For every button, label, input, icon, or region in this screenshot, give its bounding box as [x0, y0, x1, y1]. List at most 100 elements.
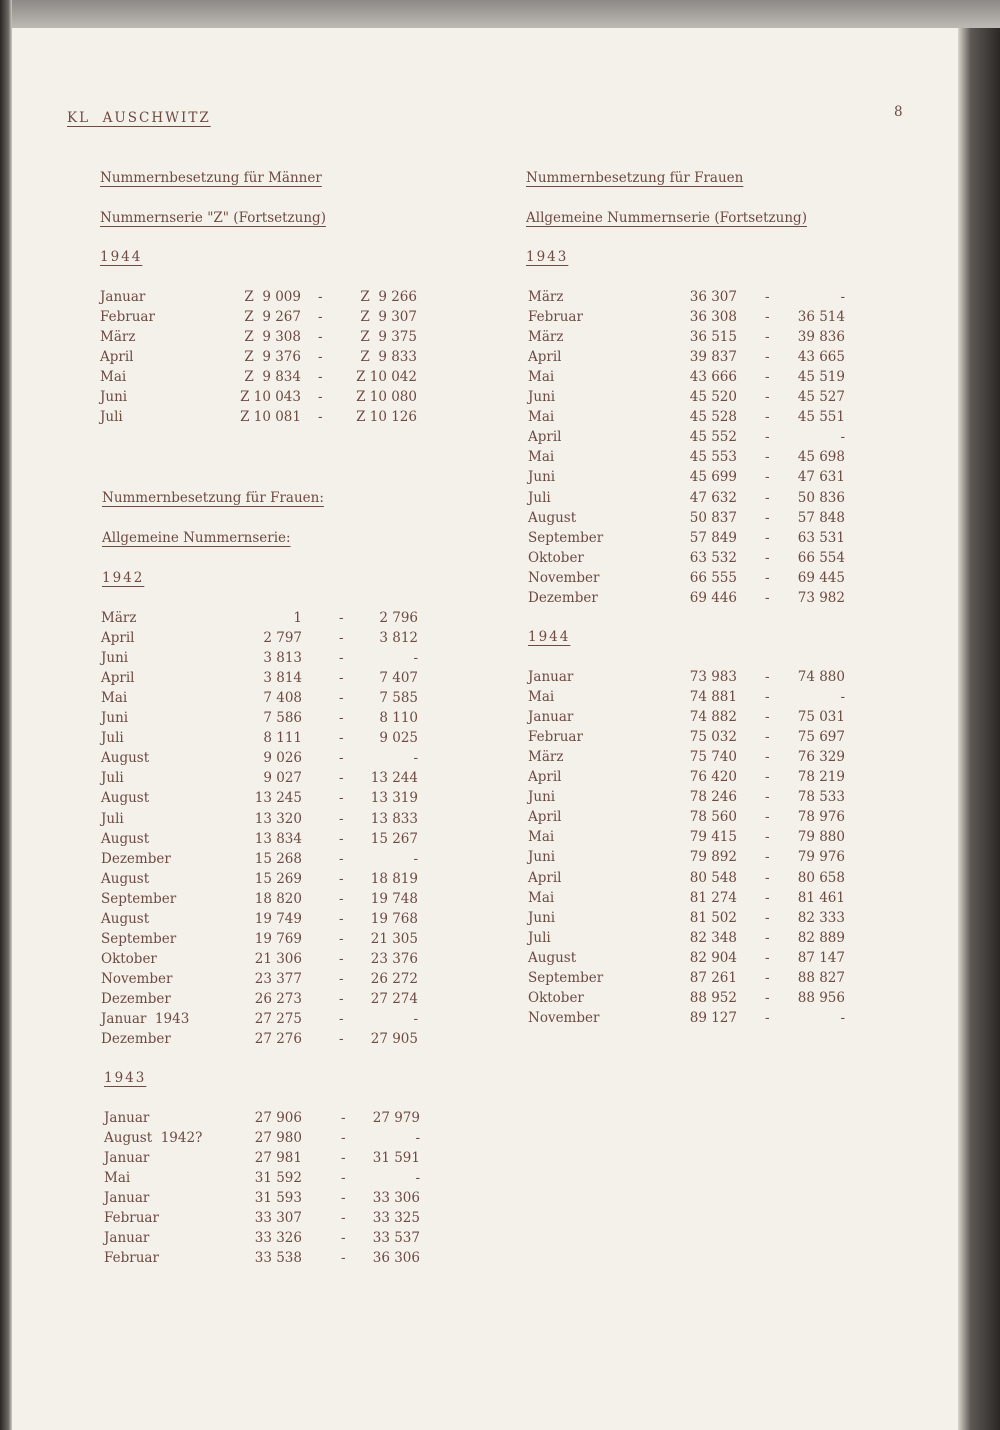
row-month: Juni — [528, 389, 556, 406]
row-to-number: 7 585 — [379, 690, 418, 707]
row-month: August — [101, 790, 150, 807]
row-to-number: Z 9 833 — [360, 349, 417, 366]
row-dash: - — [339, 970, 344, 987]
row-from-number: Z 10 043 — [240, 389, 301, 406]
row-to-number: 63 531 — [797, 529, 845, 546]
row-dash: - — [765, 329, 770, 346]
row-from-number: 73 983 — [689, 669, 737, 685]
row-dash: - — [339, 730, 344, 747]
row-to-number: 26 272 — [370, 970, 418, 987]
row-to-number: 78 533 — [797, 789, 845, 806]
row-from-number: 21 306 — [254, 950, 302, 967]
row-dash: - — [318, 369, 323, 386]
row-to-number: 13 319 — [370, 790, 418, 807]
row-month: September — [101, 890, 177, 907]
row-to-number: 8 110 — [379, 710, 418, 727]
row-month: August — [101, 830, 150, 847]
row-from-number: 3 813 — [263, 650, 302, 667]
row-to-number: 23 376 — [370, 950, 418, 967]
row-to-number: 33 306 — [372, 1190, 420, 1207]
row-to-number: - — [415, 1130, 420, 1147]
row-to-number: 57 848 — [797, 509, 845, 526]
row-dash: - — [318, 329, 323, 346]
row-dash: - — [765, 709, 770, 726]
row-month: Juni — [528, 789, 556, 806]
row-month: Mai — [101, 690, 128, 707]
row-dash: - — [341, 1210, 346, 1227]
row-month: Dezember — [101, 990, 171, 1007]
row-dash: - — [765, 489, 770, 506]
row-from-number: 75 740 — [689, 749, 737, 766]
row-from-number: 47 632 — [689, 489, 737, 506]
row-dash: - — [765, 669, 770, 685]
row-dash: - — [765, 369, 770, 386]
row-month: Dezember — [101, 1031, 171, 1048]
row-month: November — [528, 1009, 600, 1026]
row-dash: - — [765, 529, 770, 546]
row-from-number: 50 837 — [689, 509, 737, 526]
row-month: August 1942? — [104, 1130, 203, 1147]
row-to-number: - — [413, 750, 418, 767]
row-month: April — [528, 809, 562, 826]
scan-binding-edge — [0, 0, 12, 1430]
row-month: September — [528, 969, 604, 986]
row-from-number: Z 10 081 — [240, 409, 301, 426]
document-title: KL AUSCHWITZ — [67, 110, 211, 126]
row-from-number: 69 446 — [689, 589, 737, 606]
row-to-number: - — [413, 850, 418, 867]
row-month: Oktober — [101, 950, 157, 967]
row-month: Januar — [104, 1110, 150, 1126]
row-month: Dezember — [101, 850, 171, 867]
row-dash: - — [765, 589, 770, 606]
row-to-number: 80 658 — [797, 869, 845, 886]
row-month: Mai — [104, 1170, 131, 1187]
row-dash: - — [765, 309, 770, 326]
row-dash: - — [765, 289, 770, 305]
row-month: Juni — [101, 710, 129, 727]
row-to-number: 75 697 — [797, 729, 845, 746]
row-dash: - — [339, 810, 344, 827]
row-to-number: 78 219 — [797, 769, 845, 786]
row-dash: - — [339, 910, 344, 927]
row-dash: - — [765, 789, 770, 806]
year-heading-1944-z: 1944 — [100, 249, 143, 265]
row-dash: - — [339, 750, 344, 767]
row-dash: - — [339, 650, 344, 667]
row-from-number: 7 586 — [263, 710, 302, 727]
row-to-number: 69 445 — [797, 569, 845, 586]
row-month: April — [528, 869, 562, 886]
row-month: April — [100, 349, 134, 366]
row-month: April — [528, 769, 562, 786]
row-from-number: 1 — [293, 610, 302, 626]
row-month: August — [101, 870, 150, 887]
row-to-number: 66 554 — [797, 549, 845, 566]
row-month: Februar — [100, 309, 155, 326]
row-to-number: 19 768 — [370, 910, 418, 927]
row-month: Februar — [528, 309, 583, 326]
row-dash: - — [765, 989, 770, 1006]
row-dash: - — [339, 670, 344, 687]
row-month: März — [528, 329, 564, 346]
row-dash: - — [339, 690, 344, 707]
row-dash: - — [318, 309, 323, 326]
year-heading-1942: 1942 — [102, 570, 145, 586]
row-month: November — [101, 970, 173, 987]
row-to-number: 7 407 — [379, 670, 418, 687]
row-dash: - — [341, 1130, 346, 1147]
row-to-number: 18 819 — [370, 870, 418, 887]
row-dash: - — [341, 1250, 346, 1267]
row-month: Juni — [528, 909, 556, 926]
row-from-number: 31 593 — [254, 1190, 302, 1207]
row-dash: - — [765, 349, 770, 366]
row-dash: - — [339, 710, 344, 727]
row-from-number: 27 906 — [254, 1110, 302, 1126]
row-from-number: 33 538 — [254, 1250, 302, 1267]
row-from-number: 13 320 — [254, 810, 302, 827]
row-from-number: 36 515 — [689, 329, 737, 346]
row-to-number: 79 880 — [797, 829, 845, 846]
row-to-number: 81 461 — [797, 889, 845, 906]
row-month: Mai — [528, 889, 555, 906]
row-dash: - — [765, 969, 770, 986]
row-month: Juli — [101, 810, 124, 827]
row-to-number: 36 306 — [372, 1250, 420, 1267]
